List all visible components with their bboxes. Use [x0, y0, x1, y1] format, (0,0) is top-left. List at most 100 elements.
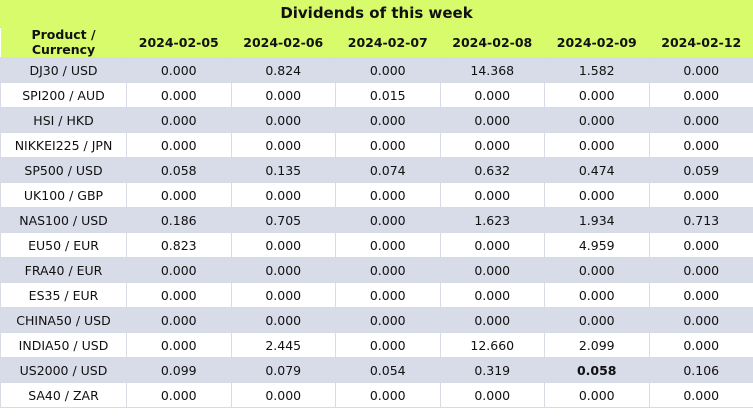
dividend-value-cell: 0.000 [544, 307, 650, 333]
dividend-value-cell: 0.000 [439, 282, 545, 308]
dividend-value-cell: 0.000 [544, 182, 650, 208]
dividend-value-cell: 0.000 [544, 282, 650, 308]
dividend-value-cell: 0.000 [648, 332, 753, 358]
product-cell: DJ30 / USD [0, 57, 127, 83]
product-cell: CHINA50 / USD [0, 307, 127, 333]
dividend-value-cell: 2.099 [544, 332, 650, 358]
dividend-value-cell: 0.000 [230, 107, 336, 133]
product-cell: FRA40 / EUR [0, 257, 127, 283]
table-row: FRA40 / EUR 0.000 0.000 0.000 0.000 0.000 0.00… [0, 257, 753, 283]
dividend-value-cell: 0.000 [230, 257, 336, 283]
dividend-value-cell: 0.000 [335, 107, 441, 133]
dividend-value-cell: 0.000 [335, 307, 441, 333]
dividend-value-cell: 0.000 [126, 182, 232, 208]
table-row: INDIA50 / USD 0.000 2.445 0.000 12.660 2.099 0… [0, 332, 753, 358]
dividend-value-cell: 0.632 [439, 157, 545, 183]
table-row: HSI / HKD 0.000 0.000 0.000 0.000 0.000 0.000 [0, 107, 753, 133]
dividend-value-cell: 0.000 [439, 382, 545, 408]
dividend-value-cell: 0.000 [126, 307, 232, 333]
dividend-value-cell: 0.000 [439, 82, 545, 108]
table-body: DJ30 / USD 0.000 0.824 0.000 14.368 1.582 0.00… [0, 57, 753, 408]
product-cell: UK100 / GBP [0, 182, 127, 208]
product-cell: EU50 / EUR [0, 232, 127, 258]
dividend-value-cell: 0.135 [230, 157, 336, 183]
table-row: NIKKEI225 / JPN 0.000 0.000 0.000 0.000 0.000… [0, 132, 753, 158]
table-row: EU50 / EUR 0.823 0.000 0.000 0.000 4.959 0.000 [0, 232, 753, 258]
dividend-value-cell: 0.000 [544, 107, 650, 133]
dividend-value-cell: 0.823 [126, 232, 232, 258]
dividend-value-cell: 0.000 [230, 382, 336, 408]
dividend-value-cell: 0.058 [126, 157, 232, 183]
header-date: 2024-02-07 [335, 27, 440, 58]
dividend-value-cell: 0.000 [335, 257, 441, 283]
dividend-value-cell: 0.000 [335, 132, 441, 158]
dividend-value-cell: 0.000 [335, 182, 441, 208]
dividend-value-cell: 0.000 [230, 307, 336, 333]
product-cell: INDIA50 / USD [0, 332, 127, 358]
table-row: NAS100 / USD 0.186 0.705 0.000 1.623 1.934 0.7… [0, 207, 753, 233]
product-cell: NIKKEI225 / JPN [0, 132, 127, 158]
dividend-value-cell: 0.705 [230, 207, 336, 233]
header-date: 2024-02-06 [231, 27, 336, 58]
dividend-value-cell: 0.000 [335, 382, 441, 408]
product-cell: NAS100 / USD [0, 207, 127, 233]
dividend-value-cell: 0.000 [335, 332, 441, 358]
dividend-value-cell: 0.000 [126, 257, 232, 283]
product-cell: US2000 / USD [0, 357, 127, 383]
dividend-value-cell: 0.015 [335, 82, 441, 108]
dividend-value-cell: 1.623 [439, 207, 545, 233]
dividend-value-cell: 0.000 [544, 257, 650, 283]
dividend-value-cell: 0.000 [335, 57, 441, 83]
dividend-value-cell: 0.099 [126, 357, 232, 383]
dividend-value-cell: 0.000 [126, 382, 232, 408]
table-row: US2000 / USD 0.099 0.079 0.054 0.319 0.058 0.1… [0, 357, 753, 383]
dividend-value-cell: 0.000 [439, 182, 545, 208]
dividend-value-cell: 0.000 [230, 82, 336, 108]
dividend-value-cell: 0.000 [648, 182, 753, 208]
product-cell: HSI / HKD [0, 107, 127, 133]
header-date: 2024-02-08 [440, 27, 545, 58]
table-row: DJ30 / USD 0.000 0.824 0.000 14.368 1.582 0.00… [0, 57, 753, 83]
header-date: 2024-02-05 [126, 27, 231, 58]
table-row: SA40 / ZAR 0.000 0.000 0.000 0.000 0.000 0.000 [0, 382, 753, 408]
product-cell: SPI200 / AUD [0, 82, 127, 108]
dividend-value-cell: 0.000 [126, 82, 232, 108]
dividend-value-cell: 0.000 [335, 232, 441, 258]
dividend-value-cell: 0.319 [439, 357, 545, 383]
product-cell: ES35 / EUR [0, 282, 127, 308]
table-title: Dividends of this week [0, 0, 753, 28]
product-cell: SP500 / USD [0, 157, 127, 183]
dividend-value-cell: 0.000 [648, 382, 753, 408]
dividend-value-cell: 0.000 [439, 257, 545, 283]
dividend-value-cell: 0.000 [648, 132, 753, 158]
dividend-value-cell: 0.059 [648, 157, 753, 183]
table-row: UK100 / GBP 0.000 0.000 0.000 0.000 0.000 0.00… [0, 182, 753, 208]
dividend-value-cell: 0.000 [648, 232, 753, 258]
table-row: CHINA50 / USD 0.000 0.000 0.000 0.000 0.000 0.… [0, 307, 753, 333]
dividend-value-cell: 0.079 [230, 357, 336, 383]
dividends-table: Product / Currency 2024-02-05 2024-02-06… [0, 27, 753, 408]
dividend-value-cell: 0.000 [648, 257, 753, 283]
table-row: SPI200 / AUD 0.000 0.000 0.015 0.000 0.000 0.0… [0, 82, 753, 108]
dividend-value-cell: 0.000 [335, 207, 441, 233]
dividend-value-cell: 2.445 [230, 332, 336, 358]
dividend-value-cell: 0.106 [648, 357, 753, 383]
dividend-value-cell: 0.000 [648, 107, 753, 133]
dividend-value-cell: 1.934 [544, 207, 650, 233]
dividend-value-cell: 0.000 [439, 307, 545, 333]
header-date: 2024-02-12 [649, 27, 753, 58]
dividend-value-cell: 0.000 [648, 82, 753, 108]
dividend-value-cell: 0.713 [648, 207, 753, 233]
dividend-value-cell: 0.000 [544, 382, 650, 408]
dividend-value-cell: 0.074 [335, 157, 441, 183]
table-header: Product / Currency 2024-02-05 2024-02-06… [0, 27, 753, 58]
dividend-value-cell: 14.368 [439, 57, 545, 83]
dividend-value-cell: 0.000 [648, 307, 753, 333]
dividend-value-cell: 0.000 [126, 282, 232, 308]
dividend-value-cell: 0.000 [230, 282, 336, 308]
dividend-value-cell: 0.000 [544, 82, 650, 108]
dividend-value-cell: 0.058 [544, 357, 650, 383]
dividend-value-cell: 0.000 [648, 282, 753, 308]
dividend-value-cell: 12.660 [439, 332, 545, 358]
